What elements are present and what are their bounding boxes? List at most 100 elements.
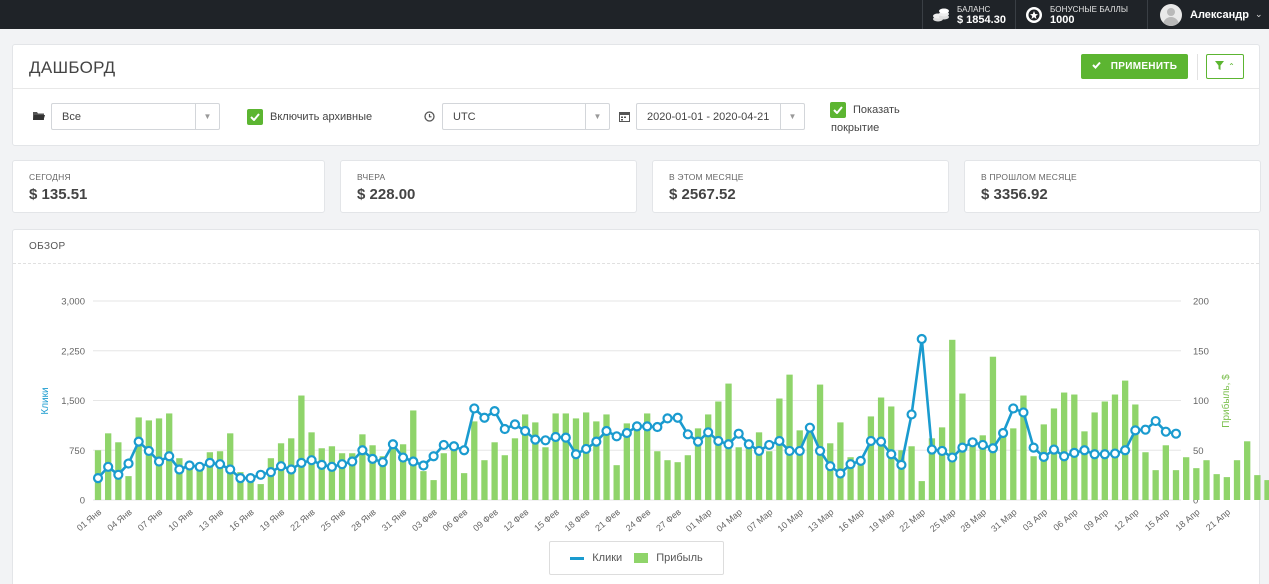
profit-bar bbox=[847, 457, 854, 500]
coverage-checkbox[interactable] bbox=[830, 102, 846, 118]
clicks-point bbox=[286, 464, 297, 475]
stat-card-today: СЕГОДНЯ $ 135.51 bbox=[12, 160, 325, 213]
profit-bar bbox=[928, 438, 936, 500]
clicks-point bbox=[682, 429, 693, 440]
clicks-point bbox=[316, 459, 327, 470]
clicks-point bbox=[164, 451, 175, 462]
y-tick-label-left: 2,250 bbox=[61, 346, 85, 357]
clicks-point bbox=[642, 421, 653, 432]
x-tick-label: 10 Янв bbox=[166, 507, 195, 533]
y-tick-label-left: 3,000 bbox=[61, 297, 85, 308]
balance-value: $ 1854.30 bbox=[957, 13, 1006, 26]
coverage-checkbox-label-2[interactable]: покрытие bbox=[831, 122, 880, 134]
profit-bar bbox=[481, 460, 488, 500]
clicks-point bbox=[520, 425, 531, 437]
x-tick-label: 22 Янв bbox=[288, 507, 317, 533]
y-axis-label-right: Прибыль, $ bbox=[1220, 374, 1232, 428]
clicks-point bbox=[936, 445, 948, 457]
profit-bar bbox=[715, 401, 722, 500]
clicks-point bbox=[550, 431, 561, 443]
clicks-point bbox=[1170, 428, 1182, 439]
clicks-point bbox=[1109, 448, 1121, 459]
clicks-point bbox=[214, 459, 226, 470]
clicks-point bbox=[784, 445, 795, 457]
profit-bar bbox=[644, 413, 651, 500]
stat-value: $ 3356.92 bbox=[981, 186, 1048, 203]
clicks-point bbox=[438, 439, 449, 451]
legend-item-clicks[interactable]: Клики bbox=[570, 552, 622, 564]
stat-label: В ПРОШЛОМ МЕСЯЦЕ bbox=[981, 172, 1077, 182]
clicks-point bbox=[1160, 426, 1171, 437]
coverage-checkbox-label[interactable]: Показать bbox=[853, 104, 900, 116]
profit-bar bbox=[1121, 380, 1129, 500]
profit-bar bbox=[582, 412, 590, 500]
profit-bar bbox=[389, 443, 397, 500]
x-tick-label: 10 Мар bbox=[775, 507, 805, 534]
top-bar: БАЛАНС $ 1854.30 БОНУСНЫЕ БАЛЛЫ 1000 Але… bbox=[0, 0, 1269, 29]
y-tick-label-right: 100 bbox=[1193, 396, 1209, 407]
apply-button[interactable]: ПРИМЕНИТЬ bbox=[1081, 54, 1188, 79]
clicks-point bbox=[245, 473, 256, 484]
clicks-point bbox=[194, 461, 205, 472]
campaign-select-value: Все bbox=[62, 110, 81, 123]
profit-bar bbox=[521, 414, 529, 500]
page-title: ДАШБОРД bbox=[29, 58, 116, 77]
y-tick-label-right: 150 bbox=[1193, 346, 1209, 357]
clicks-point bbox=[825, 461, 836, 472]
profit-bar bbox=[277, 443, 285, 500]
profit-bar bbox=[420, 471, 427, 500]
profit-bar bbox=[410, 410, 417, 500]
clicks-point bbox=[906, 409, 917, 420]
profit-bar bbox=[1071, 394, 1078, 500]
filter-toggle-button[interactable]: ⌃ bbox=[1206, 54, 1244, 79]
x-tick-label: 09 Апр bbox=[1082, 507, 1110, 533]
clicks-point bbox=[774, 435, 785, 447]
clicks-point bbox=[692, 436, 704, 447]
profit-bar bbox=[338, 453, 346, 500]
profit-bar bbox=[806, 428, 814, 500]
profit-bar bbox=[898, 450, 905, 500]
archive-checkbox-label[interactable]: Включить архивные bbox=[270, 111, 373, 123]
profit-bar bbox=[1132, 404, 1139, 500]
profit-bar bbox=[1162, 445, 1169, 500]
x-tick-label: 18 Апр bbox=[1173, 507, 1201, 533]
profit-bar bbox=[491, 442, 498, 500]
clicks-point bbox=[1048, 444, 1060, 455]
campaign-select[interactable]: Все ▼ bbox=[51, 103, 220, 130]
user-menu[interactable]: Александр ⌄ bbox=[1147, 0, 1269, 29]
profit-bar bbox=[359, 434, 366, 500]
profit-bar bbox=[745, 445, 753, 500]
profit-bar bbox=[196, 464, 203, 500]
profit-bar bbox=[877, 397, 885, 500]
timezone-select[interactable]: UTC ▼ bbox=[442, 103, 610, 130]
profit-bar bbox=[125, 476, 132, 500]
clicks-point bbox=[428, 451, 439, 462]
profit-bar bbox=[674, 462, 681, 500]
folder-icon bbox=[33, 111, 45, 123]
clicks-point bbox=[530, 434, 541, 445]
date-range-select[interactable]: 2020-01-01 - 2020-04-21 ▼ bbox=[636, 103, 805, 130]
profit-bar bbox=[1030, 456, 1037, 500]
clicks-point bbox=[123, 458, 134, 469]
profit-bar bbox=[267, 458, 275, 500]
balance-widget[interactable]: БАЛАНС $ 1854.30 bbox=[922, 0, 1015, 29]
chevron-up-icon: ⌃ bbox=[1228, 62, 1235, 71]
x-tick-label: 21 Апр bbox=[1204, 507, 1232, 533]
profit-bar bbox=[1203, 460, 1210, 500]
archive-checkbox[interactable] bbox=[247, 109, 263, 125]
profit-bar bbox=[603, 414, 610, 500]
profit-bar bbox=[135, 417, 142, 500]
bonus-widget[interactable]: БОНУСНЫЕ БАЛЛЫ 1000 bbox=[1015, 0, 1147, 29]
clicks-point bbox=[133, 436, 144, 447]
legend-item-profit[interactable]: Прибыль bbox=[634, 552, 703, 564]
clicks-point bbox=[174, 464, 185, 475]
profit-bar bbox=[969, 444, 976, 500]
clicks-point bbox=[804, 422, 815, 433]
stat-value: $ 135.51 bbox=[29, 186, 88, 203]
profit-bar bbox=[298, 395, 305, 500]
check-icon bbox=[1092, 61, 1101, 72]
filter-row: Все ▼ Включить архивные UTC ▼ 2020-01-01… bbox=[13, 89, 1259, 146]
x-tick-label: 16 Янв bbox=[227, 507, 256, 533]
profit-bar bbox=[705, 414, 712, 500]
